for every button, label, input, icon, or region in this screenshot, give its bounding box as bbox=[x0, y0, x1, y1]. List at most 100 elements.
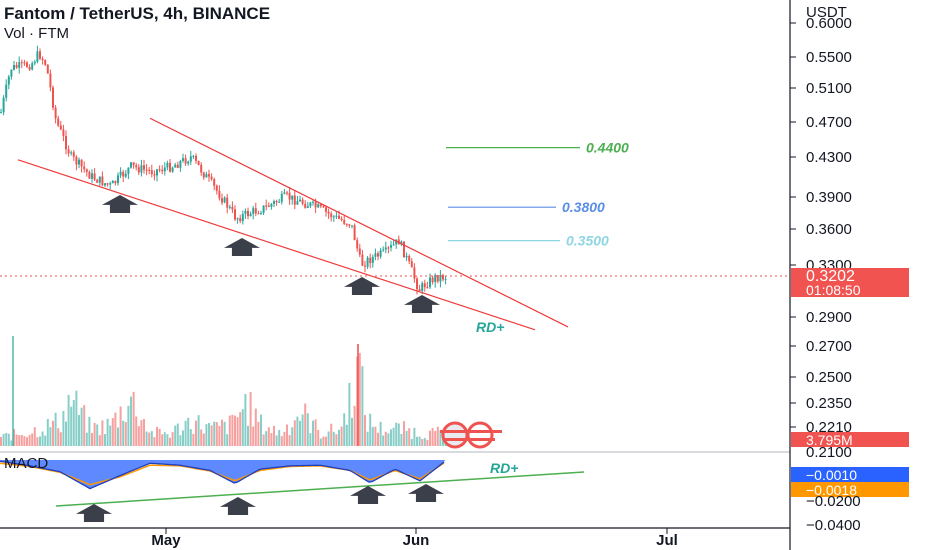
candle-body bbox=[62, 129, 65, 136]
candle-body bbox=[135, 165, 138, 168]
candle-body bbox=[312, 201, 314, 203]
candle-body bbox=[46, 64, 49, 74]
candle-body bbox=[83, 166, 86, 170]
volume-bar bbox=[208, 423, 210, 446]
resistance-trendline[interactable] bbox=[149, 117, 569, 328]
volume-bar bbox=[403, 421, 405, 446]
volume-bar bbox=[57, 428, 60, 446]
volume-bar bbox=[49, 427, 52, 446]
price-pane[interactable]: 0.4400 0.3800 0.3500 RD+ bbox=[0, 45, 629, 335]
candle-body bbox=[57, 118, 60, 126]
macd-axis-tick-mid: −0.0200 bbox=[806, 493, 861, 510]
candle-body bbox=[262, 205, 265, 213]
volume-bar bbox=[330, 423, 333, 446]
volume-bar bbox=[221, 419, 223, 446]
volume-bar bbox=[340, 426, 343, 446]
volume-bar bbox=[291, 427, 294, 446]
volume-badge: 3.795M bbox=[791, 432, 909, 448]
volume-bar bbox=[158, 428, 161, 446]
volume-bar bbox=[327, 431, 330, 446]
volume-badge-bg bbox=[791, 432, 909, 447]
candle-body bbox=[426, 287, 429, 289]
volume-bar bbox=[283, 431, 286, 446]
volume-bar bbox=[366, 431, 369, 446]
last-price-badge: 0.3202 01:08:50 bbox=[791, 268, 909, 298]
volume-bar bbox=[239, 412, 242, 446]
volume-bar bbox=[322, 436, 325, 446]
volume-bar bbox=[247, 425, 249, 446]
macd-label: MACD bbox=[4, 455, 48, 472]
volume-bar bbox=[257, 421, 260, 446]
candle-body bbox=[442, 275, 444, 280]
candle-body bbox=[228, 206, 231, 208]
volume-bar bbox=[306, 413, 309, 446]
volume-bar bbox=[52, 420, 54, 446]
volume-bar bbox=[132, 391, 135, 446]
candle-body bbox=[15, 65, 18, 68]
volume-bar bbox=[226, 434, 229, 446]
volume-bar bbox=[241, 409, 244, 446]
candle-body bbox=[330, 213, 333, 218]
volume-bar bbox=[400, 433, 403, 446]
time-axis[interactable]: May Jun Jul bbox=[151, 528, 678, 549]
candle-body bbox=[413, 267, 416, 279]
candle-body bbox=[52, 87, 54, 108]
volume-bar bbox=[358, 352, 361, 446]
volume-bar bbox=[91, 433, 93, 446]
candle-body bbox=[226, 197, 229, 208]
volume-bar bbox=[314, 419, 317, 446]
volume-bar bbox=[169, 437, 171, 446]
candle-body bbox=[187, 161, 190, 164]
volume-bar bbox=[265, 431, 268, 446]
candle-body bbox=[109, 183, 112, 185]
candle-body bbox=[387, 247, 390, 249]
candle-body bbox=[439, 275, 442, 282]
target-level-label: 0.3500 bbox=[566, 233, 609, 249]
price-axis[interactable]: 0.6000 0.5500 0.5100 0.4700 0.4300 0.3900 0.36… bbox=[790, 15, 852, 436]
candle-body bbox=[280, 193, 283, 202]
candle-body bbox=[374, 253, 377, 257]
signal-badge-bg bbox=[791, 482, 909, 497]
candle-body bbox=[275, 201, 278, 203]
candle-body bbox=[288, 192, 291, 200]
candle-body bbox=[332, 216, 335, 218]
support-trendline[interactable] bbox=[17, 159, 536, 331]
volume-bar bbox=[67, 394, 70, 446]
volume-bar bbox=[5, 432, 8, 446]
volume-bar bbox=[395, 422, 398, 446]
macd-trendline[interactable] bbox=[55, 471, 585, 507]
flag-logo-ring-2 bbox=[466, 421, 494, 449]
candle-body bbox=[348, 224, 351, 226]
candle-body bbox=[423, 283, 426, 288]
candle-body bbox=[301, 199, 304, 204]
candle-body bbox=[306, 206, 309, 208]
candle-body bbox=[215, 185, 218, 191]
volume-bar bbox=[410, 439, 413, 446]
volume-bar bbox=[153, 437, 156, 446]
macd-rd-divergence-label: RD+ bbox=[490, 460, 518, 476]
volume-bar bbox=[70, 406, 73, 446]
price-axis-tick-label: 0.3900 bbox=[806, 189, 852, 206]
volume-bar bbox=[288, 435, 291, 446]
price-axis-tick-label: 0.2500 bbox=[806, 369, 852, 386]
candle-body bbox=[23, 62, 26, 64]
price-axis-tick-label: 0.4700 bbox=[806, 114, 852, 131]
macd-pane[interactable]: RD+ bbox=[0, 460, 585, 522]
volume-bar bbox=[75, 390, 78, 446]
candle-body bbox=[208, 174, 210, 177]
volume-bar bbox=[231, 414, 234, 446]
candle-body bbox=[163, 167, 166, 172]
candle-body bbox=[36, 51, 39, 62]
volume-bar bbox=[301, 414, 304, 446]
volume-bar bbox=[200, 429, 203, 446]
candle-body bbox=[41, 58, 44, 61]
volume-bar bbox=[234, 415, 236, 446]
candle-body bbox=[434, 275, 437, 283]
candle-body bbox=[338, 215, 340, 219]
volume-bar bbox=[23, 436, 26, 446]
price-axis-tick-label: 0.2700 bbox=[806, 338, 852, 355]
volume-bar bbox=[189, 429, 192, 446]
candle-body bbox=[96, 179, 99, 183]
rd-divergence-label: RD+ bbox=[476, 319, 504, 335]
